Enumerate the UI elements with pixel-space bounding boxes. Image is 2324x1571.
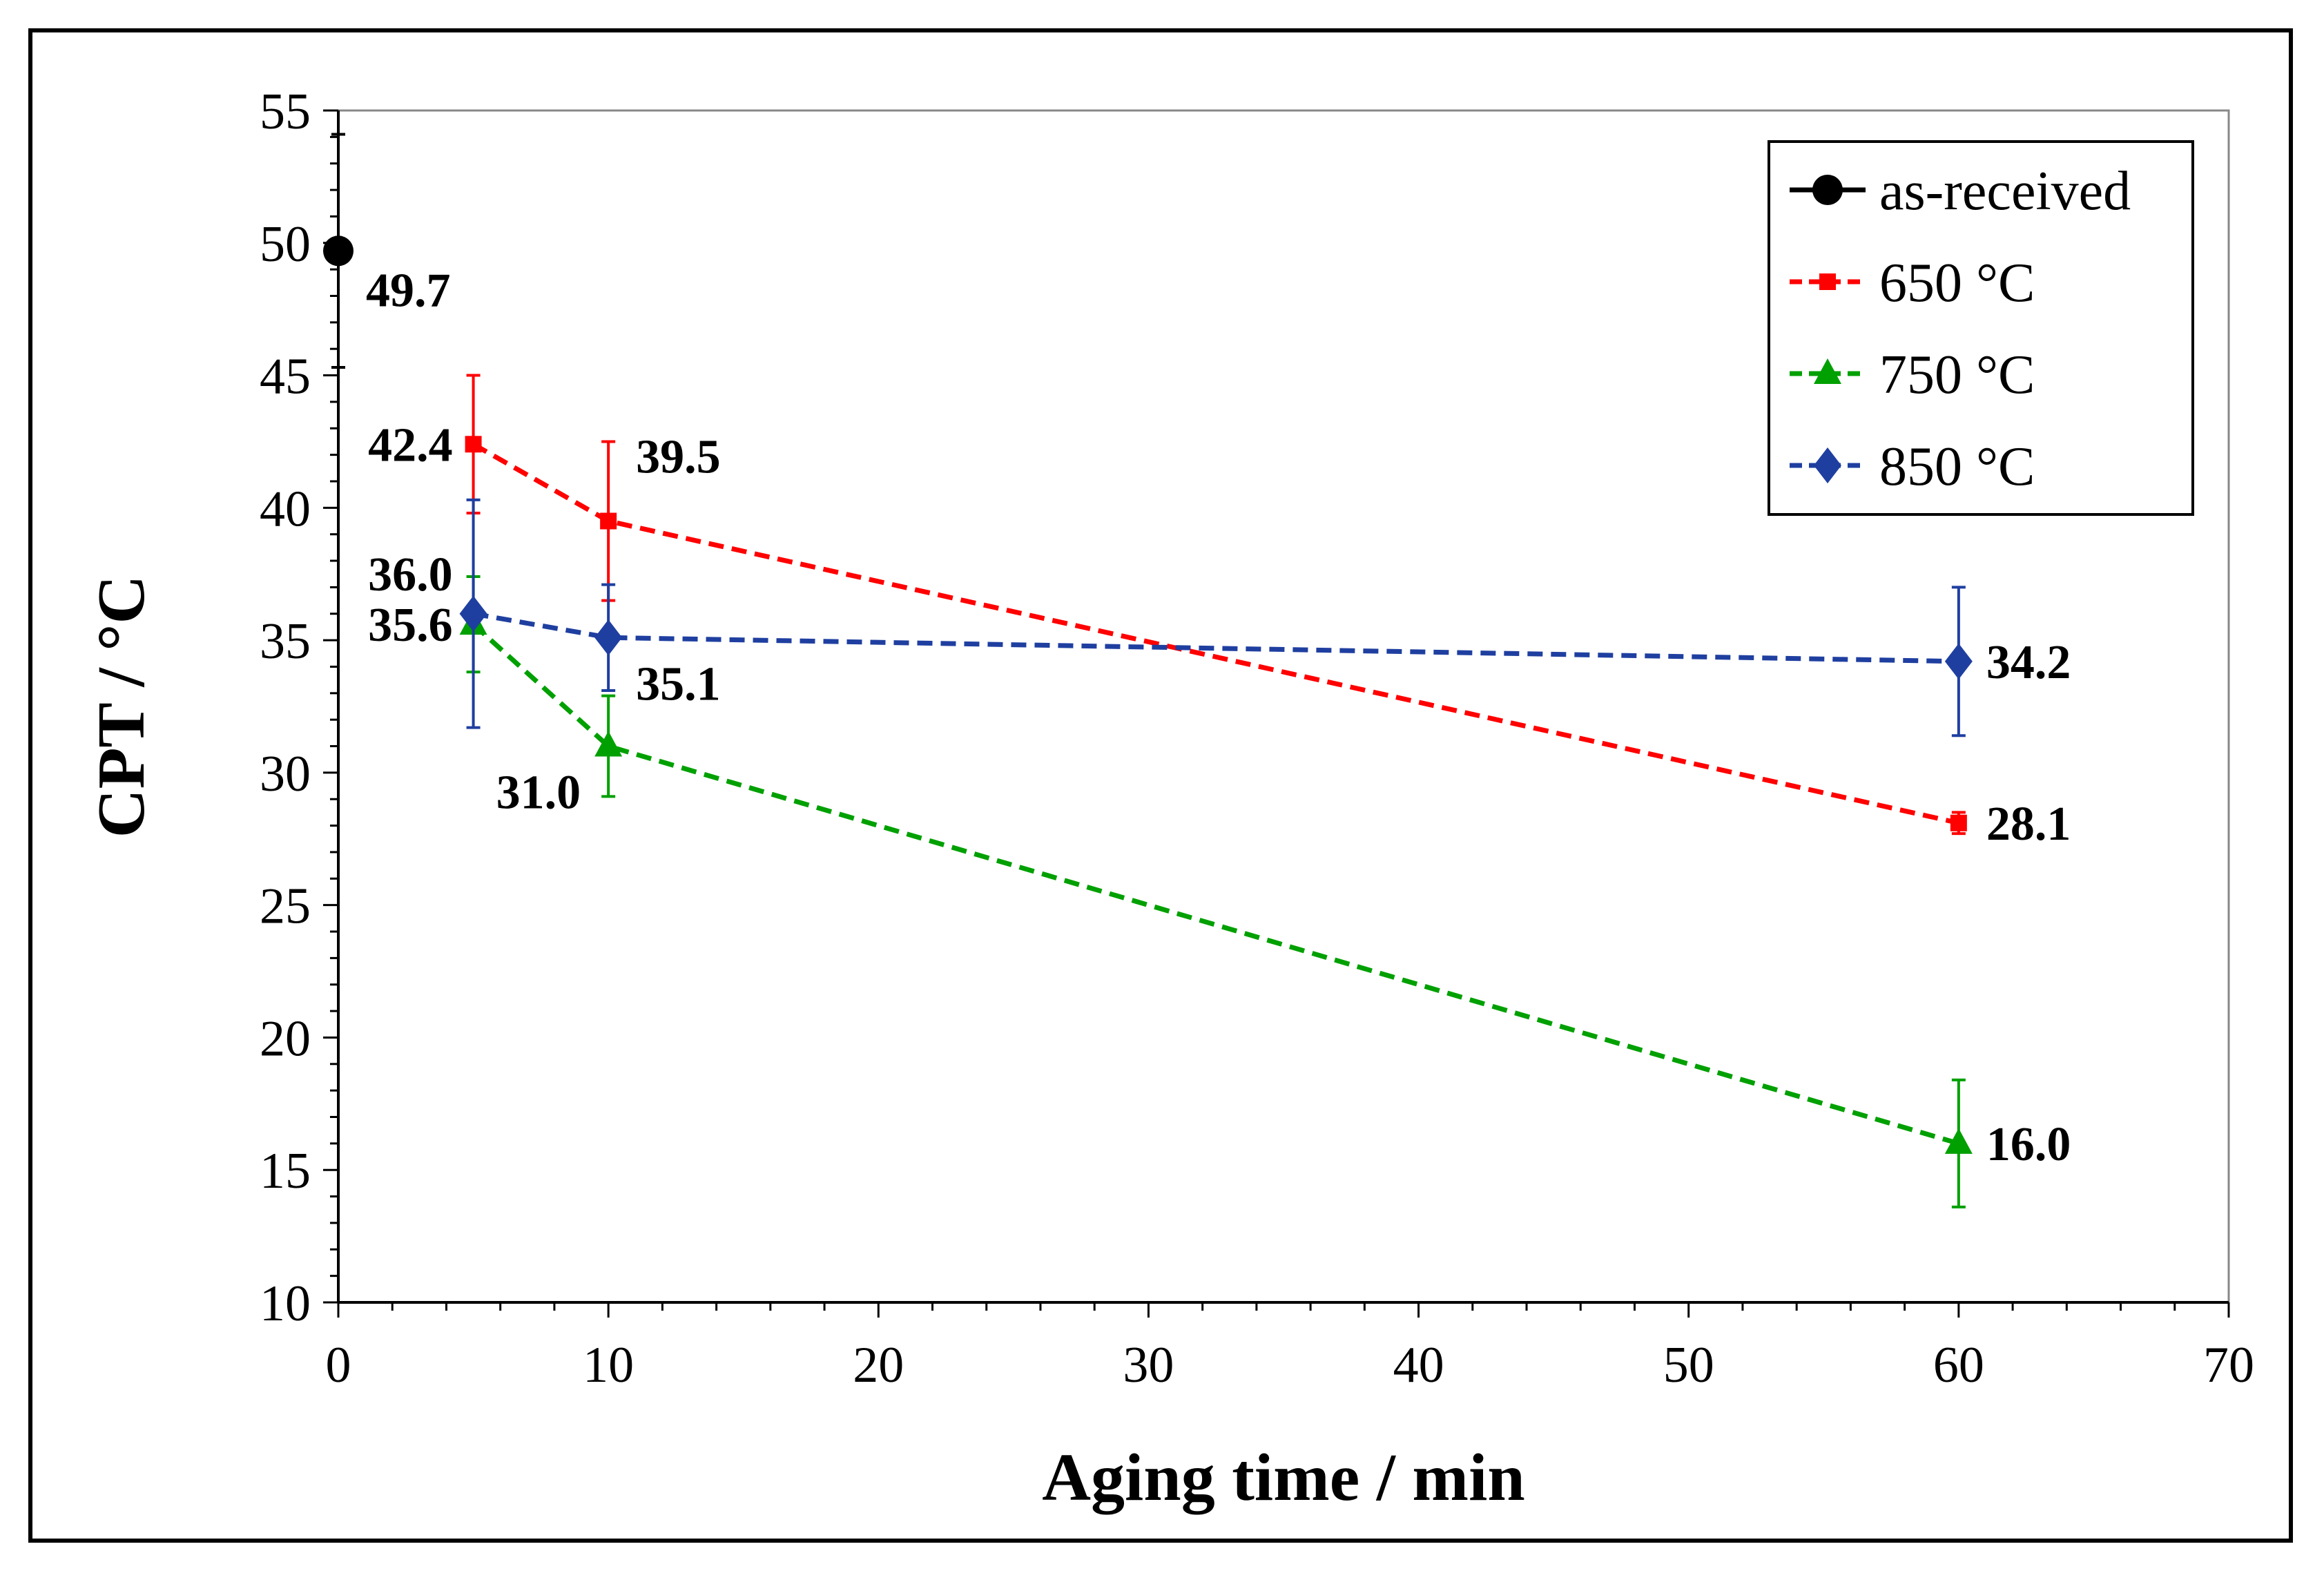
x-tick-label: 60: [1933, 1337, 1984, 1394]
legend-marker-750-c: [1814, 358, 1841, 384]
legend-marker-as-received: [1812, 175, 1843, 205]
y-tick-label: 10: [260, 1275, 311, 1332]
650-c-data-label: 28.1: [1986, 798, 2071, 851]
as-received-data-label: 49.7: [366, 264, 451, 317]
650-c-data-label: 39.5: [636, 431, 720, 484]
legend-label-as-received: as-received: [1879, 161, 2131, 222]
legend-marker-650-c: [1819, 273, 1836, 290]
650-c-marker: [1950, 814, 1967, 831]
legend-box: [1768, 140, 2194, 516]
legend: as-received 650 °C 750 °C 850 °C: [1768, 140, 2194, 516]
850-c-data-label: 35.1: [636, 657, 720, 711]
650-c-marker: [600, 512, 617, 530]
legend-label-650-c: 650 °C: [1879, 253, 2035, 314]
x-tick-label: 70: [2203, 1337, 2254, 1394]
y-axis-title: CPT / °C: [84, 575, 159, 838]
650-c-marker: [465, 436, 482, 453]
750-c-marker: [594, 731, 623, 757]
x-tick-label: 0: [326, 1337, 351, 1394]
x-tick-label: 20: [853, 1337, 904, 1394]
legend-marker-850-c: [1814, 447, 1841, 483]
legend-label-850-c: 850 °C: [1879, 436, 2035, 497]
y-tick-label: 20: [260, 1010, 311, 1067]
y-tick-label: 35: [260, 613, 311, 670]
y-tick-label: 45: [260, 349, 311, 405]
850-c-line: [472, 611, 1959, 664]
y-tick-label: 30: [260, 746, 311, 802]
x-axis-title: Aging time / min: [1042, 1440, 1525, 1515]
y-tick-label: 50: [260, 216, 311, 273]
850-c-data-label: 34.2: [1986, 636, 2071, 689]
x-tick-label: 30: [1123, 1337, 1174, 1394]
y-tick-label: 40: [260, 481, 311, 537]
y-tick-label: 25: [260, 878, 311, 935]
650-c-data-label: 42.4: [368, 418, 453, 472]
y-tick-label: 55: [260, 84, 311, 140]
x-tick-label: 50: [1663, 1337, 1714, 1394]
x-tick-label: 40: [1393, 1337, 1444, 1394]
750-c-data-label: 35.6: [368, 599, 453, 652]
legend-label-750-c: 750 °C: [1879, 345, 2035, 405]
750-c-data-label: 31.0: [496, 767, 581, 820]
850-c-marker: [1944, 643, 1973, 680]
y-tick-label: 15: [260, 1143, 311, 1199]
850-c-marker: [594, 619, 623, 656]
750-c-data-label: 16.0: [1986, 1118, 2071, 1171]
850-c-marker: [459, 595, 487, 632]
x-tick-label: 10: [583, 1337, 634, 1394]
850-c-data-label: 36.0: [368, 548, 453, 601]
750-c-marker: [1944, 1128, 1973, 1154]
750-c-line: [472, 622, 1959, 1146]
